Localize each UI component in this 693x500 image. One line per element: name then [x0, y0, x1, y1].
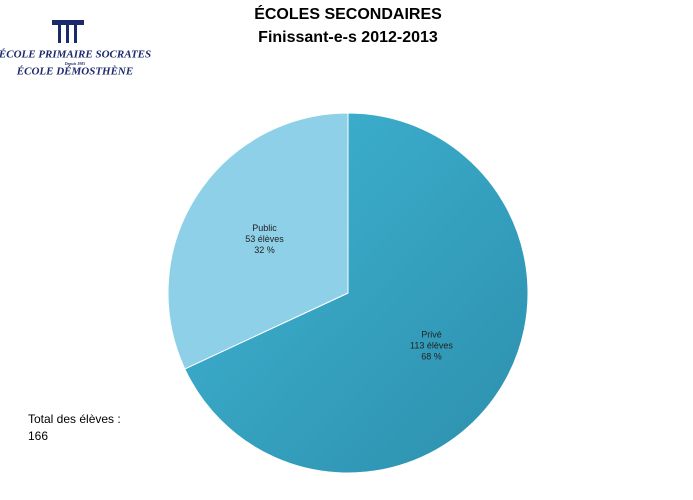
- percent-label: 32 %: [254, 245, 275, 255]
- value-label: 53 élèves: [245, 234, 284, 244]
- total-label: Total des élèves :: [28, 412, 121, 426]
- logo-line1: ÉCOLE PRIMAIRE SOCRATES: [0, 49, 151, 61]
- logo-icon: [66, 25, 69, 43]
- logo-icon: [58, 25, 61, 43]
- total-value: 166: [28, 429, 48, 443]
- chart-title: ÉCOLES SECONDAIRES: [254, 4, 442, 23]
- value-label: 113 élèves: [410, 341, 453, 351]
- logo-since: Depuis 1985: [64, 61, 86, 66]
- pie-slice: [167, 112, 349, 370]
- slice-label: Privé: [421, 330, 442, 340]
- logo: ÉCOLE PRIMAIRE SOCRATES Depuis 1985 ÉCOL…: [0, 20, 151, 78]
- slice-label: Public: [252, 223, 277, 233]
- percent-label: 68 %: [421, 352, 442, 362]
- logo-line2: ÉCOLE DÉMOSTHÈNE: [16, 66, 133, 78]
- logo-icon: [52, 20, 84, 25]
- chart-subtitle: Finissant-e-s 2012-2013: [258, 29, 438, 46]
- pie-slice: [184, 112, 529, 474]
- logo-icon: [74, 25, 77, 43]
